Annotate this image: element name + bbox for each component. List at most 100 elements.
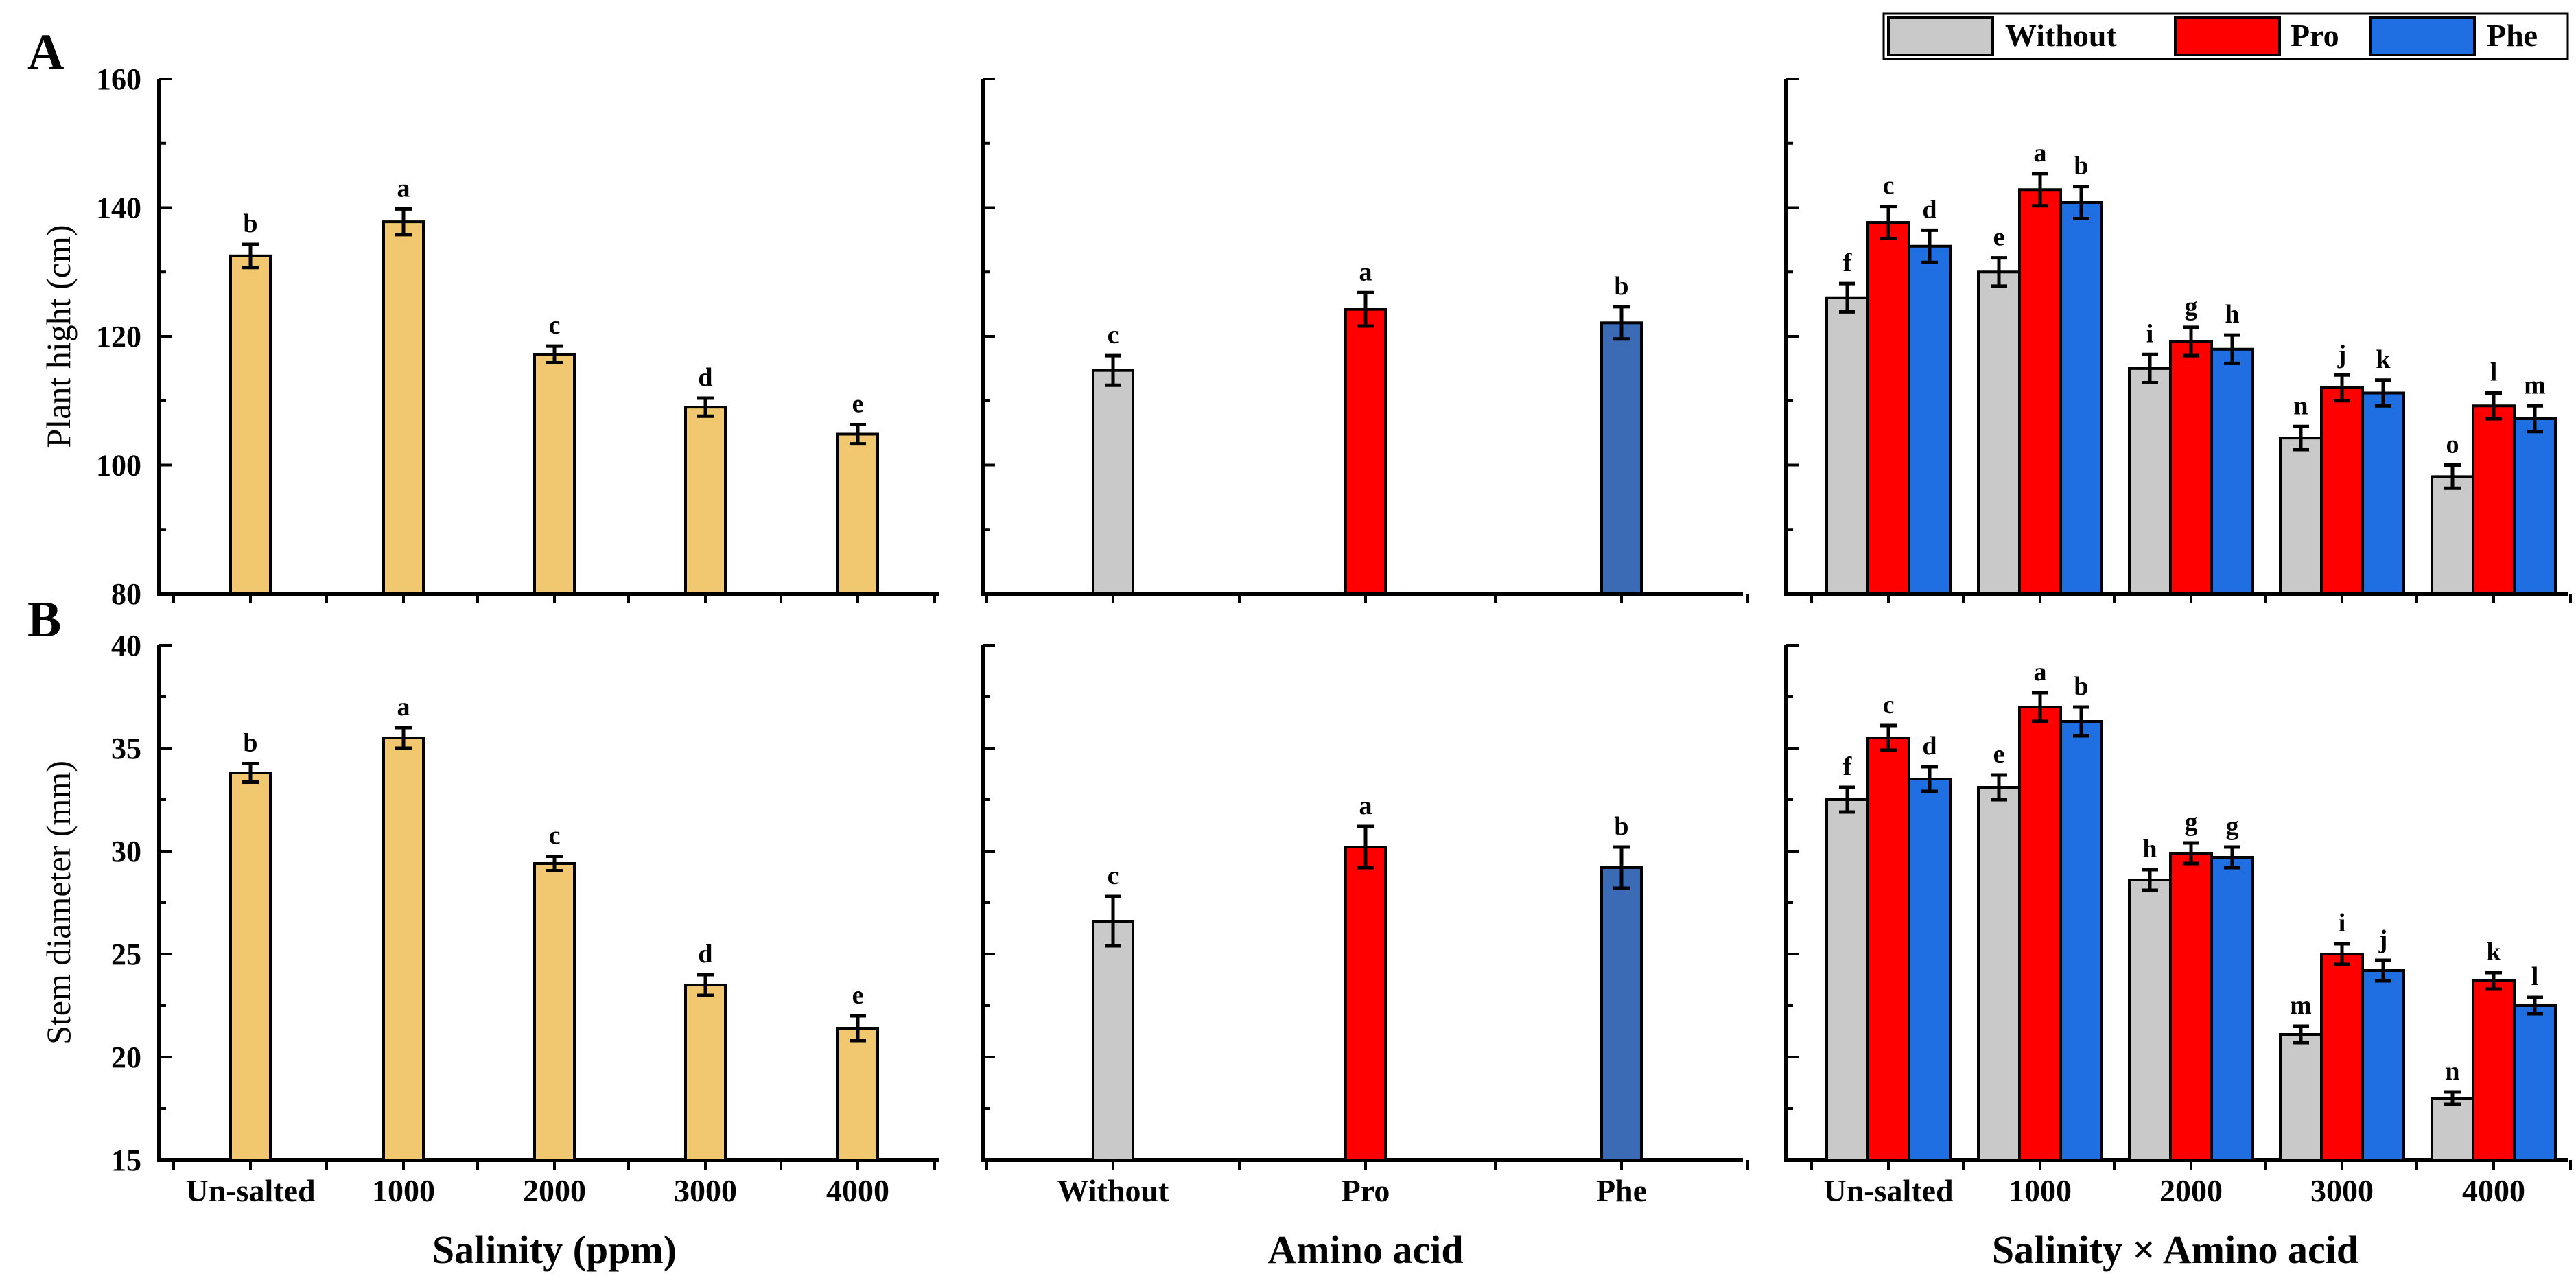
significance-letter: f — [1843, 248, 1853, 277]
significance-letter: i — [2339, 909, 2346, 938]
y-tick-label: 100 — [96, 449, 141, 483]
x-title-salinity: Salinity (ppm) — [432, 1227, 677, 1272]
bar — [684, 984, 727, 1161]
x-title-amino-acid: Amino acid — [1267, 1227, 1463, 1272]
significance-letter: c — [1883, 691, 1895, 719]
bar-pro — [2472, 404, 2516, 595]
bar-pro — [2472, 979, 2516, 1161]
x-tick-label: Un-salted — [1823, 1173, 1954, 1208]
y-tick-label: 30 — [111, 835, 141, 868]
y-tick-label: 80 — [111, 577, 141, 611]
bar — [1092, 369, 1134, 595]
significance-letter: c — [549, 311, 561, 340]
legend-swatch-phe — [2369, 16, 2476, 56]
significance-letter: j — [2378, 925, 2388, 954]
panel-b-salinity-chart: 15 20 25 30 35 40 Stem diameter (mm) Un-salted 1… — [39, 629, 939, 1208]
y-tick-label: 20 — [111, 1041, 141, 1074]
x-tick-label: 3000 — [674, 1173, 737, 1208]
bar-pro — [2320, 953, 2364, 1161]
bar — [382, 220, 425, 595]
bar — [1092, 920, 1134, 1161]
significance-letter: e — [1993, 223, 2005, 252]
x-tick-label: Un-salted — [185, 1173, 316, 1208]
bar — [684, 406, 727, 595]
significance-letter: h — [2225, 300, 2239, 329]
panel-b-amino-acid-chart: Without Pro Phe c a b — [981, 644, 1749, 1208]
x-tick-label: 4000 — [826, 1173, 889, 1208]
significance-letter: b — [243, 209, 257, 238]
bar-phe — [1908, 778, 1952, 1161]
significance-letter: c — [1108, 321, 1119, 349]
bar — [1344, 308, 1387, 595]
significance-letter: a — [397, 174, 410, 202]
significance-letter: l — [2531, 962, 2539, 991]
significance-letter: n — [2445, 1057, 2459, 1086]
bar-pro — [2018, 188, 2062, 595]
bar — [836, 1027, 879, 1161]
bar-without — [1977, 270, 2021, 595]
legend-swatch-without — [1887, 16, 1994, 56]
significance-letter: b — [2074, 672, 2088, 701]
x-tick-label: Pro — [1342, 1173, 1390, 1208]
significance-letter: c — [549, 822, 561, 850]
bar-pro — [1866, 221, 1910, 595]
legend-label-pro: Pro — [2291, 18, 2339, 53]
y-tick-label: 15 — [111, 1144, 141, 1177]
bar-without — [1825, 798, 1869, 1161]
bar — [533, 353, 576, 595]
bar-phe — [2361, 391, 2405, 595]
bar-without — [2431, 1097, 2474, 1161]
bar-phe — [2059, 201, 2103, 595]
panel-a-interaction-chart: f e i n o c a g j l d b h k m — [1784, 78, 2572, 603]
y-axis-label: Plant hight (cm) — [39, 225, 78, 448]
panel-label-b: B — [27, 592, 61, 648]
bar — [836, 432, 879, 595]
significance-letter: a — [1359, 791, 1372, 820]
x-tick-label: 2000 — [2159, 1173, 2223, 1208]
legend: Without Pro Phe — [1882, 12, 2569, 60]
bar-pro — [2169, 852, 2213, 1161]
significance-letter: i — [2146, 319, 2154, 348]
significance-letter: b — [1614, 812, 1628, 841]
bar-phe — [2059, 720, 2103, 1161]
bar — [229, 772, 272, 1161]
y-tick-label: 160 — [96, 62, 141, 96]
significance-letter: g — [2185, 292, 2198, 321]
bar — [1600, 866, 1643, 1161]
bar-without — [1977, 786, 2021, 1161]
significance-letter: f — [1843, 752, 1853, 781]
legend-swatch-pro — [2174, 16, 2281, 56]
significance-letter: d — [1922, 195, 1936, 224]
x-tick-label: Phe — [1596, 1173, 1647, 1208]
bar-pro — [2320, 386, 2364, 595]
significance-letter: d — [698, 363, 712, 392]
significance-letter: b — [2074, 152, 2088, 181]
x-tick-label: 4000 — [2462, 1173, 2525, 1208]
panel-label-a: A — [27, 24, 64, 80]
bar-phe — [2361, 969, 2405, 1161]
significance-letter: g — [2185, 808, 2198, 837]
significance-letter: c — [1108, 861, 1119, 890]
bar-phe — [2513, 417, 2557, 595]
significance-letter: j — [2337, 340, 2347, 369]
panel-a-amino-acid-chart: c a b — [981, 78, 1749, 603]
panel-b-interaction-chart: Un-salted 1000 2000 3000 4000 f e h m n c a g i k d b g j l — [1784, 644, 2572, 1208]
bar-pro — [2018, 706, 2062, 1161]
bar-without — [2431, 475, 2474, 595]
legend-label-phe: Phe — [2487, 18, 2538, 53]
bar-without — [2128, 879, 2172, 1161]
bar-phe — [2210, 856, 2254, 1161]
significance-letter: e — [852, 389, 864, 418]
significance-letter: a — [2034, 658, 2047, 686]
bar — [229, 254, 272, 595]
bar — [1600, 321, 1643, 595]
bar-phe — [2513, 1004, 2557, 1161]
x-tick-label: 1000 — [2009, 1173, 2072, 1208]
significance-letter: k — [2376, 345, 2391, 374]
significance-letter: a — [397, 693, 410, 721]
y-tick-label: 140 — [96, 192, 141, 225]
y-tick-label: 35 — [111, 732, 141, 765]
significance-letter: c — [1883, 172, 1895, 200]
significance-letter: e — [1993, 740, 2005, 769]
